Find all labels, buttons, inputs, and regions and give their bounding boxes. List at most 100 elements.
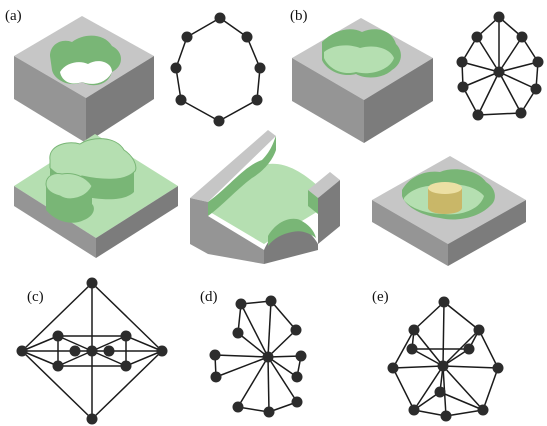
graph-d-node-0 [262,351,274,363]
graph-a-node-2 [241,31,253,43]
graph-c-edge-3 [91,350,163,420]
graph-e-edge-0 [413,301,445,331]
graph-c-node-7 [120,360,132,372]
graph-c-node-9 [86,345,98,357]
graph-c-node-0 [86,277,98,289]
graph-d-node-5 [209,349,221,361]
graph-e-node-11 [440,410,452,422]
graph-b-node-1 [471,31,483,43]
graph-b [456,11,544,121]
graph-c-node-1 [16,345,28,357]
graph-b-edge-15 [477,112,522,116]
graph-e-node-0 [438,296,450,308]
part-d-back-wall [190,198,208,254]
label-e: (e) [372,289,389,305]
graph-b-edge-12 [462,71,500,88]
graph-a-node-6 [251,94,263,106]
graph-b-edge-14 [498,71,537,90]
graph-b-edge-10 [498,61,539,73]
part-e-boss-top [428,182,462,194]
graph-e [387,296,504,422]
part-b-right-face [364,58,433,143]
graph-e-node-8 [434,386,446,398]
graph-b-node-8 [472,109,484,121]
graph-a-edge-3 [246,36,261,69]
graph-d-edge-6 [215,356,269,378]
graph-c-edge-2 [21,350,93,420]
graph-e-node-3 [406,343,418,355]
graph-e-node-6 [387,362,399,374]
graph-d-node-2 [265,295,277,307]
part-c-left-face [14,186,96,258]
graph-a-node-3 [170,62,182,74]
graph-e-edge-15 [413,365,444,411]
graph-e-node-2 [473,324,485,336]
graph-d-edge-3 [267,329,297,358]
graph-e-node-7 [492,362,504,374]
graph-c-node-8 [69,345,81,357]
graph-b-node-9 [515,107,527,119]
graph-e-edge-10 [413,329,444,367]
label-b: (b) [290,8,308,24]
graph-b-node-6 [457,81,469,93]
graph-e-edge-12 [392,365,444,369]
graph-b-edge-17 [498,71,522,114]
part-e-boss-side-bottom [428,202,462,214]
graph-a-node-4 [254,62,266,74]
part-d-right-wall-inner [308,190,318,214]
graph-d-edge-1 [267,300,272,358]
graph-d [209,295,307,418]
graph-a-node-1 [181,31,193,43]
part-d-right-wall-top [308,172,340,198]
graph-c-node-6 [52,360,64,372]
graph-d-node-7 [210,371,222,383]
graph-c-edge-15 [91,350,127,367]
graph-c-edge-17 [57,350,93,367]
graph-c-node-5 [120,330,132,342]
part-e-block-with-pocket-and-boss [372,156,526,266]
part-e-right-face [448,200,526,266]
graph-b-edge-6 [498,36,523,73]
part-b-pocket-floor [324,45,394,74]
graph-d-edge-10 [267,356,298,403]
part-d-right-wall [318,180,340,244]
graph-b-edge-8 [461,61,500,73]
part-e-left-face [372,200,448,266]
part-a-block-with-through-pocket [14,16,154,143]
graph-d-node-10 [263,406,275,418]
part-c-boss-small-top [45,173,93,200]
graph-c-node-2 [156,345,168,357]
graph-b-node-4 [532,56,544,68]
graph-e-edge-18 [482,367,499,411]
part-a-right-face [86,56,154,143]
graph-e-node-5 [437,360,449,372]
graph-a-edge-0 [186,17,221,38]
graph-d-edge-8 [237,356,269,408]
graph-d-node-11 [291,396,303,408]
part-c-boss-small-side [46,184,94,223]
graph-d-edge-7 [267,356,298,378]
graph-c-edge-14 [57,335,93,352]
graph-c-edge-21 [125,350,163,367]
graph-b-node-5 [493,66,505,78]
part-a-through-hole [60,61,112,84]
graph-d-node-6 [295,350,307,362]
graph-a-node-5 [175,94,187,106]
graph-b-node-2 [516,31,528,43]
graph-d-edge-4 [214,354,269,358]
part-d-back-wall-top [190,130,276,202]
graph-a-node-0 [214,12,226,24]
graph-a [170,12,266,127]
graph-c-edge-16 [91,335,127,352]
graph-d-node-9 [232,401,244,413]
graph-c-node-3 [86,413,98,425]
graph-d-node-8 [291,371,303,383]
part-d-front-notch [268,218,316,246]
part-b-block-with-blind-pocket [292,18,433,143]
part-c-block-with-bosses [14,134,178,258]
graph-d-edge-0 [240,303,269,358]
graph-c-edge-1 [91,282,163,352]
graph-e-edge-11 [442,329,480,367]
part-d-front-left-face [208,216,264,264]
